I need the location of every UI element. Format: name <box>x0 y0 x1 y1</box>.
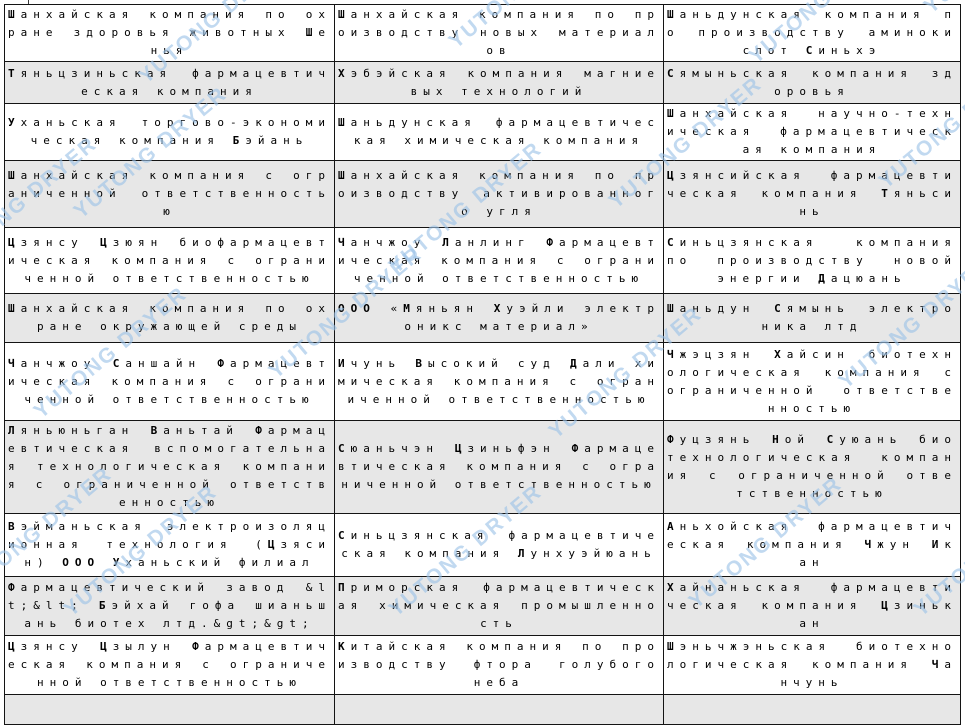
companies-table-body: Шанхайская компания по охране здоровья ж… <box>4 4 961 725</box>
company-cell[interactable]: Китайская компания по производству фтора… <box>334 635 664 695</box>
table-row: Шанхайская компания с ограниченной ответ… <box>4 160 961 228</box>
company-cell[interactable]: Фуцзянь Ной Суюань биотехнологическая ко… <box>663 420 961 514</box>
company-name-text: Чанчжоу Саншайн Фармацевтическая компани… <box>8 356 331 406</box>
company-cell[interactable]: Шанхайская научно-техническая фармацевти… <box>663 103 961 161</box>
company-cell[interactable]: Синьцзянская фармацевтическая компания Л… <box>334 513 664 577</box>
company-cell[interactable]: Цзянсийская фармацевтическая компания Тя… <box>663 160 961 228</box>
company-name-text: Синьцзянская фармацевтическая компания Л… <box>338 529 660 560</box>
company-name-text: Чжэцзян Хайсин биотехнологическая компан… <box>667 347 957 415</box>
company-name-text: Сюаньчэн Цзиньфэн Фармацевтическая компа… <box>338 442 660 491</box>
table-row: Уханьская торгово-экономическая компания… <box>4 103 961 161</box>
company-name-text: Фармацевтический завод &lt;&lt; Бэйхай г… <box>8 581 331 630</box>
table-row: Шанхайская компания по охране здоровья ж… <box>4 4 961 62</box>
company-name-text: Уханьская торгово-экономическая компания… <box>8 116 331 147</box>
company-cell[interactable]: Цзянсу Цзылун Фармацевтическая компания … <box>4 635 335 695</box>
company-name-text: Ичунь Высокий суд Дали химическая компан… <box>338 356 660 406</box>
table-row: Цзянсу Цзылун Фармацевтическая компания … <box>4 635 961 695</box>
company-name-text: Китайская компания по производству фтора… <box>338 640 660 689</box>
table-row: Ляньюньган Ваньтай Фармацевтическая вспо… <box>4 420 961 514</box>
company-name-text: Приморская фармацевтическая химическая п… <box>338 581 660 630</box>
company-cell[interactable]: Тяньцзиньская фармацевтическая компания <box>4 61 335 104</box>
company-cell[interactable]: Сюаньчэн Цзиньфэн Фармацевтическая компа… <box>334 420 664 514</box>
company-cell[interactable]: Аньхойская фармацевтическая компания Чжу… <box>663 513 961 577</box>
company-name-text: Шанхайская компания по охране здоровья ж… <box>8 8 331 57</box>
company-cell[interactable]: Шаньдун Сямынь электроника лтд <box>663 293 961 343</box>
company-name-text: Синьцзянская компания по производству но… <box>667 235 957 285</box>
company-name-text: Шаньдун Сямынь электроника лтд <box>667 302 957 333</box>
company-cell[interactable]: Ляньюньган Ваньтай Фармацевтическая вспо… <box>4 420 335 514</box>
table-row <box>4 694 961 725</box>
company-cell[interactable]: Сямыньская компания здоровья <box>663 61 961 104</box>
company-cell[interactable]: Ичунь Высокий суд Дали химическая компан… <box>334 342 664 421</box>
table-row: Вэйманьская электроизоляционная технолог… <box>4 513 961 577</box>
company-cell[interactable] <box>663 694 961 725</box>
company-cell[interactable]: Хэбэйская компания магниевых технологий <box>334 61 664 104</box>
company-cell[interactable]: Вэйманьская электроизоляционная технолог… <box>4 513 335 577</box>
company-cell[interactable]: ООО «Мяньян Хуэйли электроникс материал» <box>334 293 664 343</box>
company-name-text: Аньхойская фармацевтическая компания Чжу… <box>667 520 957 569</box>
company-name-text: Чанчжоу Ланлинг Фармацевтическая компани… <box>338 235 660 285</box>
company-cell[interactable]: Шанхайская компания по производству акти… <box>334 160 664 228</box>
company-name-text: Фуцзянь Ной Суюань биотехнологическая ко… <box>667 433 957 500</box>
table-row: Чанчжоу Саншайн Фармацевтическая компани… <box>4 342 961 421</box>
company-cell[interactable]: Шанхайская компания с ограниченной ответ… <box>4 160 335 228</box>
company-name-text: ООО «Мяньян Хуэйли электроникс материал» <box>338 302 660 333</box>
company-cell[interactable]: Шанхайская компания по охране окружающей… <box>4 293 335 343</box>
company-cell[interactable]: Фармацевтический завод &lt;&lt; Бэйхай г… <box>4 576 335 636</box>
company-name-text: Шаньдунская компания по производству ами… <box>667 8 957 57</box>
company-cell[interactable]: Хайнаньская фармацевтическая компания Цз… <box>663 576 961 636</box>
company-cell[interactable]: Шанхайская компания по производству новы… <box>334 4 664 62</box>
company-name-text: Шанхайская компания по производству акти… <box>338 169 660 218</box>
company-name-text: Хайнаньская фармацевтическая компания Цз… <box>667 581 957 630</box>
company-cell[interactable]: Шаньдунская компания по производству ами… <box>663 4 961 62</box>
company-cell[interactable]: Чанчжоу Ланлинг Фармацевтическая компани… <box>334 227 664 294</box>
company-name-text: Цзянсу Цзылун Фармацевтическая компания … <box>8 640 331 689</box>
company-cell[interactable]: Цзянсу Цзюян биофармацевтическая компани… <box>4 227 335 294</box>
table-row: Цзянсу Цзюян биофармацевтическая компани… <box>4 227 961 294</box>
table-row: Фармацевтический завод &lt;&lt; Бэйхай г… <box>4 576 961 636</box>
companies-table: Шанхайская компания по охране здоровья ж… <box>4 4 961 725</box>
company-cell[interactable]: Шаньдунская фармацевтическая химическая … <box>334 103 664 161</box>
table-row: Тяньцзиньская фармацевтическая компания Х… <box>4 61 961 104</box>
company-name-text: Цзянсу Цзюян биофармацевтическая компани… <box>8 235 331 285</box>
company-name-text: Шанхайская компания по производству новы… <box>338 8 660 57</box>
company-name-text: Сямыньская компания здоровья <box>667 66 957 98</box>
company-cell[interactable]: Чанчжоу Саншайн Фармацевтическая компани… <box>4 342 335 421</box>
company-cell[interactable] <box>4 694 335 725</box>
company-name-text: Цзянсийская фармацевтическая компания Тя… <box>667 169 957 218</box>
company-name-text: Ляньюньган Ваньтай Фармацевтическая вспо… <box>8 424 331 509</box>
table-row: Шанхайская компания по охране окружающей… <box>4 293 961 343</box>
company-name-text: Шанхайская научно-техническая фармацевти… <box>667 107 957 156</box>
company-cell[interactable]: Синьцзянская компания по производству но… <box>663 227 961 294</box>
company-cell[interactable]: Шанхайская компания по охране здоровья ж… <box>4 4 335 62</box>
company-cell[interactable] <box>334 694 664 725</box>
company-name-text: Хэбэйская компания магниевых технологий <box>338 66 660 98</box>
clipped-row-fragment <box>4 0 29 4</box>
company-cell[interactable]: Приморская фармацевтическая химическая п… <box>334 576 664 636</box>
company-name-text: Шанхайская компания с ограниченной ответ… <box>8 169 331 218</box>
company-cell[interactable]: Уханьская торгово-экономическая компания… <box>4 103 335 161</box>
company-cell[interactable]: Чжэцзян Хайсин биотехнологическая компан… <box>663 342 961 421</box>
company-cell[interactable]: Шэньчжэньская биотехнологическая компани… <box>663 635 961 695</box>
company-name-text: Шэньчжэньская биотехнологическая компани… <box>667 640 957 689</box>
company-name-text: Шаньдунская фармацевтическая химическая … <box>338 116 660 147</box>
company-name-text: Тяньцзиньская фармацевтическая компания <box>8 66 331 98</box>
company-name-text: Вэйманьская электроизоляционная технолог… <box>8 520 331 569</box>
company-name-text: Шанхайская компания по охране окружающей… <box>8 302 331 333</box>
